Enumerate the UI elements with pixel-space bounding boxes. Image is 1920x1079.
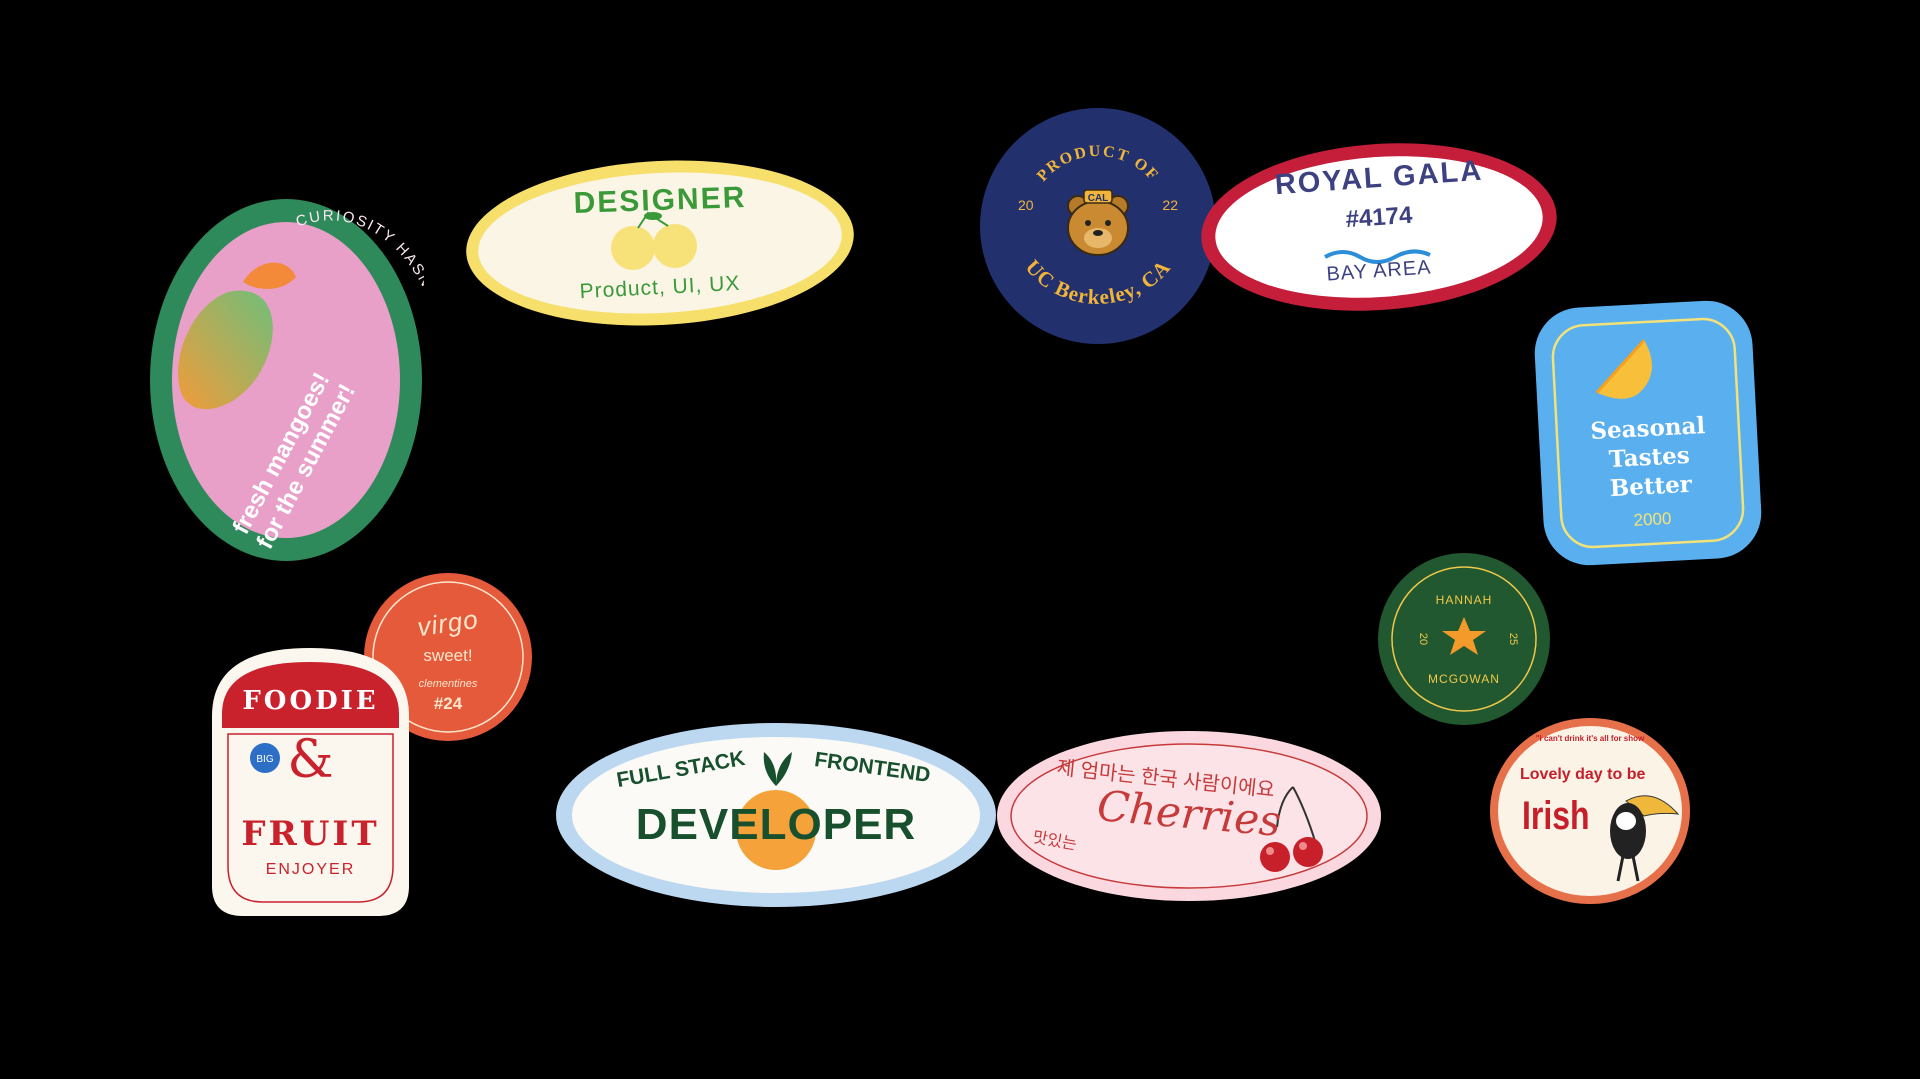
cherries-sticker: 제 엄마는 한국 사람이에요 맛있는 Cherries	[995, 729, 1383, 903]
cherries-sticker-shape	[997, 731, 1381, 901]
seasonal-sticker: Seasonal Tastes Better 2000	[1530, 296, 1765, 569]
irish-sticker-shape	[1490, 718, 1690, 904]
bear-cap-label: CAL	[1088, 193, 1109, 204]
virgo-number: #24	[433, 694, 463, 713]
hannah-left: 20	[1417, 633, 1429, 645]
hannah-last: MCGOWAN	[1428, 672, 1500, 686]
foodie-sticker: BIG FOODIE & FRUIT ENJOYER	[208, 646, 413, 918]
gala-sticker: ROYAL GALA #4174 BAY AREA	[1198, 140, 1560, 314]
wave-icon	[1324, 249, 1431, 264]
designer-sticker-shape	[466, 160, 854, 326]
lemons-icon	[611, 211, 697, 270]
hannah-sticker: HANNAH MCGOWAN 20 25	[1376, 551, 1552, 727]
orange-icon	[736, 752, 816, 870]
foodie-sticker-shape: BIG	[212, 648, 409, 916]
mango-icon	[178, 262, 296, 410]
gala-sticker-shape	[1201, 143, 1557, 311]
mango-sticker: CURIOSITY HASN'T KILLED ME YET fresh man…	[148, 197, 424, 563]
orange-slice-icon	[1595, 339, 1652, 399]
berkeley-sticker-shape: PRODUCT OF UC Berkeley, CA 20 22 CAL	[980, 108, 1216, 344]
foodie-fruit: FRUIT	[241, 814, 380, 854]
irish-sticker: "I can't drink it's all for show Lovely …	[1488, 716, 1692, 906]
irish-line2: Irish	[1522, 794, 1590, 838]
hannah-right: 25	[1507, 633, 1519, 645]
developer-sticker: FULL STACK FRONTEND DEVELOPER	[554, 720, 998, 910]
foodie-enjoyer: ENJOYER	[265, 861, 356, 878]
foodie-title: FOODIE	[242, 686, 379, 716]
cherries-icon	[1260, 786, 1323, 872]
hannah-first: HANNAH	[1436, 593, 1493, 607]
berkeley-year-left: 20	[1018, 197, 1034, 213]
star-icon	[1442, 617, 1486, 655]
hannah-sticker-shape: HANNAH MCGOWAN 20 25	[1378, 553, 1550, 725]
foodie-amp: &	[287, 730, 334, 790]
seasonal-sticker-shape	[1534, 300, 1762, 566]
irish-line1: Lovely day to be	[1520, 766, 1646, 783]
designer-sticker: DESIGNER Product, UI, UX	[463, 158, 857, 328]
virgo-line3: clementines	[418, 678, 478, 690]
developer-sticker-shape	[556, 723, 996, 907]
toucan-icon	[1610, 795, 1680, 882]
mango-sticker-shape: CURIOSITY HASN'T KILLED ME YET fresh man…	[150, 199, 424, 561]
virgo-line2: sweet!	[423, 646, 473, 665]
developer-title: DEVELOPER	[635, 800, 917, 849]
irish-tiny: "I can't drink it's all for show	[1535, 734, 1645, 743]
foodie-badge: BIG	[256, 754, 273, 765]
big-badge	[250, 743, 280, 773]
berkeley-sticker: PRODUCT OF UC Berkeley, CA 20 22 CAL	[978, 106, 1218, 346]
bear-icon: CAL	[1067, 189, 1129, 256]
berkeley-year-right: 22	[1162, 197, 1178, 213]
